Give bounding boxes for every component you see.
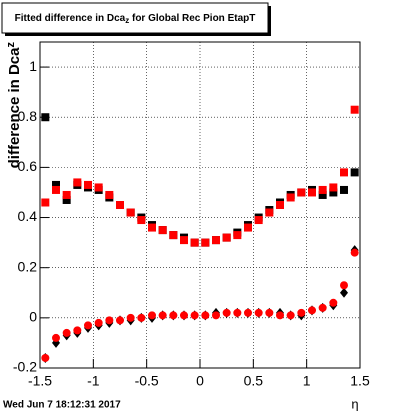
marker-square	[265, 208, 274, 217]
marker-circle	[180, 311, 188, 320]
marker-square	[350, 168, 359, 177]
marker-circle	[158, 311, 167, 320]
y-tick-label: 0.8	[18, 108, 38, 124]
x-tick-label: 0	[196, 373, 204, 389]
marker-square	[73, 178, 82, 187]
marker-circle	[297, 308, 306, 317]
marker-square	[41, 113, 50, 122]
x-tick-label: 1.5	[350, 373, 370, 389]
marker-circle	[169, 311, 178, 320]
marker-square	[137, 216, 146, 225]
marker-circle	[254, 308, 263, 317]
marker-square	[222, 233, 231, 242]
marker-square	[297, 188, 306, 197]
marker-square	[116, 201, 124, 209]
x-tick-label: 1	[303, 373, 311, 389]
x-tick-label: -0.5	[135, 373, 159, 389]
marker-square	[340, 185, 348, 194]
marker-diamond	[340, 287, 348, 298]
marker-circle	[201, 311, 210, 320]
x-axis-label: η	[351, 396, 358, 411]
marker-square	[276, 201, 284, 209]
x-tick-label: -1.5	[28, 373, 52, 389]
marker-square	[233, 231, 242, 240]
marker-circle	[62, 328, 71, 337]
marker-square	[254, 216, 263, 225]
marker-square	[340, 168, 348, 177]
marker-square	[329, 188, 338, 197]
marker-square	[41, 198, 50, 207]
marker-square	[52, 185, 60, 194]
marker-square	[318, 190, 327, 199]
marker-square	[318, 185, 327, 194]
marker-circle	[190, 311, 199, 320]
marker-square	[286, 193, 295, 202]
marker-circle	[212, 311, 220, 320]
y-axis-label: difference in Dcaz	[5, 42, 23, 169]
marker-circle	[137, 313, 146, 322]
marker-circle	[116, 316, 124, 325]
y-tick-label: 0.2	[18, 258, 38, 274]
marker-square	[158, 226, 167, 235]
marker-circle	[244, 308, 252, 317]
title-box	[1, 2, 269, 34]
marker-circle	[126, 313, 135, 322]
marker-circle	[265, 308, 274, 317]
marker-square	[190, 238, 199, 247]
chart-title: Fitted difference in Dcaz for Global Rec…	[15, 13, 256, 25]
footer-date: Wed Jun 7 18:12:31 2017	[3, 400, 121, 411]
marker-circle	[222, 308, 231, 317]
marker-square	[126, 208, 135, 217]
y-tick-label: 0.4	[18, 208, 38, 224]
y-tick-label: 0	[29, 309, 37, 325]
marker-square	[212, 236, 220, 245]
marker-circle	[340, 281, 348, 290]
x-tick-label: -1	[87, 373, 100, 389]
y-tick-label: 1	[29, 58, 37, 74]
marker-circle	[41, 353, 50, 362]
y-tick-label: 0.6	[18, 158, 38, 174]
marker-square	[62, 190, 71, 199]
x-tick-label: 0.5	[244, 373, 264, 389]
marker-square	[169, 231, 178, 240]
marker-square	[350, 105, 359, 114]
marker-circle	[52, 333, 60, 342]
marker-square	[94, 183, 103, 192]
marker-circle	[233, 308, 242, 317]
marker-square	[201, 238, 210, 247]
marker-square	[244, 223, 252, 232]
marker-square	[105, 190, 114, 199]
marker-circle	[308, 306, 316, 315]
marker-circle	[286, 311, 295, 320]
marker-circle	[350, 248, 359, 257]
marker-square	[84, 180, 92, 189]
marker-circle	[318, 303, 327, 312]
y-tick-label: -0.2	[13, 359, 37, 375]
marker-square	[308, 188, 316, 197]
marker-circle	[329, 298, 338, 307]
marker-circle	[73, 326, 82, 335]
marker-square	[148, 223, 156, 232]
marker-circle	[148, 311, 156, 320]
marker-square	[62, 195, 71, 204]
marker-circle	[84, 321, 92, 330]
marker-circle	[105, 316, 114, 325]
marker-circle	[276, 311, 284, 320]
marker-circle	[94, 318, 103, 327]
marker-square	[180, 236, 188, 245]
marker-square	[52, 180, 60, 189]
marker-square	[329, 183, 338, 192]
